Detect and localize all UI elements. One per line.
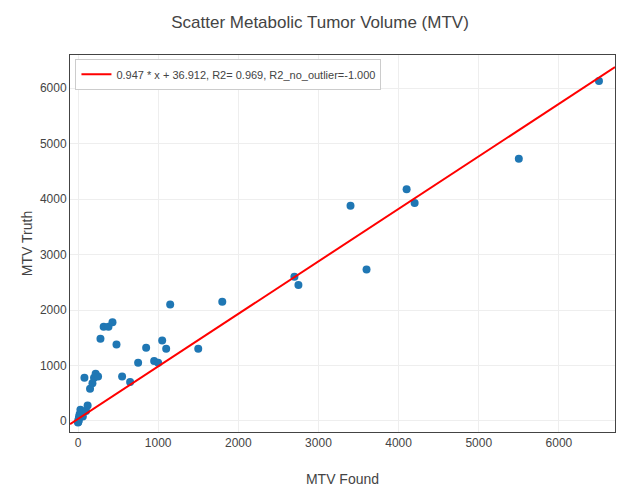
svg-text:3000: 3000 [305,436,332,450]
svg-text:0.947 * x + 36.912, R2= 0.969,: 0.947 * x + 36.912, R2= 0.969, R2_no_out… [116,69,375,81]
svg-text:2000: 2000 [225,436,252,450]
svg-text:5000: 5000 [40,137,67,151]
svg-text:6000: 6000 [40,81,67,95]
svg-text:4000: 4000 [385,436,412,450]
svg-text:0: 0 [75,436,82,450]
svg-text:MTV Found: MTV Found [306,471,379,487]
svg-text:3000: 3000 [40,248,67,262]
svg-text:MTV Truth: MTV Truth [19,211,35,276]
svg-text:6000: 6000 [546,436,573,450]
svg-text:2000: 2000 [40,303,67,317]
svg-text:0: 0 [60,414,67,428]
svg-text:5000: 5000 [465,436,492,450]
svg-text:1000: 1000 [145,436,172,450]
svg-text:Scatter Metabolic Tumor Volume: Scatter Metabolic Tumor Volume (MTV) [171,13,469,32]
svg-text:1000: 1000 [40,359,67,373]
svg-text:4000: 4000 [40,192,67,206]
